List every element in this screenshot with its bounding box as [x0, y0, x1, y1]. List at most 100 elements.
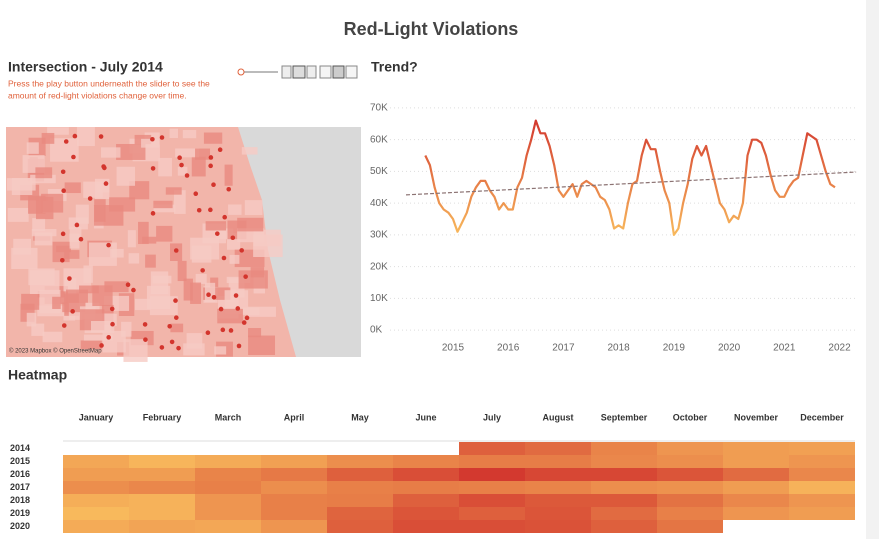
intersection-dot: [177, 155, 182, 160]
map-tract: [101, 147, 121, 158]
map-tract: [183, 278, 193, 301]
heat-cell: [789, 507, 855, 520]
heat-cell: [591, 442, 657, 455]
heat-cell: [657, 442, 723, 455]
map-tract: [244, 200, 263, 216]
heat-cell: [63, 455, 129, 468]
x-tick-label: 2016: [497, 343, 520, 354]
map-tract: [128, 253, 140, 264]
map-instructions: amount of red-light violations change ov…: [8, 90, 187, 100]
heat-cell: [591, 494, 657, 507]
heat-cell: [393, 520, 459, 533]
heat-cell: [327, 481, 393, 494]
speed-button[interactable]: [345, 65, 358, 79]
intersection-dot: [106, 242, 111, 248]
row-label: 2016: [10, 469, 30, 479]
intersection-dot: [200, 268, 205, 273]
map-tract: [217, 308, 243, 324]
heat-cell: [195, 494, 261, 507]
y-tick-label: 0K: [370, 325, 383, 336]
intersection-dot: [110, 321, 115, 327]
speed-button[interactable]: [319, 65, 332, 79]
intersection-dot: [103, 181, 109, 186]
map-tract: [116, 143, 146, 160]
x-tick-label: 2018: [608, 343, 631, 354]
map-tract: [175, 148, 200, 158]
map-tract: [204, 282, 216, 302]
map-tract: [210, 277, 219, 288]
intersection-dot: [211, 294, 217, 300]
heat-cell: [789, 442, 855, 455]
row-label: 2020: [10, 521, 30, 531]
map[interactable]: [6, 127, 361, 362]
intersection-dot: [174, 315, 179, 320]
map-instructions: Press the play button underneath the sli…: [8, 78, 210, 88]
map-tract: [165, 187, 182, 195]
heat-cell: [789, 468, 855, 481]
map-tract: [228, 204, 242, 215]
heat-cell: [525, 468, 591, 481]
heat-cell: [723, 442, 789, 455]
heat-cell: [657, 520, 723, 533]
heat-cell: [459, 468, 525, 481]
heat-cell: [657, 481, 723, 494]
intersection-dot: [206, 292, 211, 298]
map-tract: [42, 331, 63, 343]
intersection-dot: [208, 207, 213, 213]
intersection-dot: [142, 322, 148, 327]
intersection-dot: [60, 257, 65, 263]
intersection-dot: [150, 136, 155, 142]
heat-cell: [591, 468, 657, 481]
dashboard-title: Red-Light Violations: [344, 19, 519, 39]
column-label: January: [79, 412, 114, 422]
heat-cell: [63, 481, 129, 494]
heat-cell: [195, 455, 261, 468]
map-tract: [142, 236, 157, 244]
speed-button[interactable]: [332, 65, 345, 79]
heat-cell: [459, 520, 525, 533]
heat-cell: [591, 520, 657, 533]
heat-cell: [261, 468, 327, 481]
heat-cell: [591, 507, 657, 520]
prev-button[interactable]: [281, 65, 292, 79]
intersection-dot: [217, 147, 223, 153]
map-tract: [203, 132, 223, 144]
intersection-dot: [61, 323, 67, 328]
map-tract: [127, 230, 136, 248]
y-tick-label: 30K: [370, 230, 388, 241]
heat-cell: [63, 468, 129, 481]
heat-cell: [327, 494, 393, 507]
map-tract: [182, 130, 197, 139]
map-tract: [170, 323, 184, 333]
map-tract: [75, 204, 89, 224]
row-label: 2015: [10, 456, 30, 466]
slider-thumb[interactable]: [237, 68, 245, 76]
map-tract: [248, 328, 262, 338]
map-tract: [52, 241, 70, 263]
heat-cell: [195, 520, 261, 533]
y-tick-label: 20K: [370, 261, 388, 272]
map-tract: [145, 254, 156, 268]
scrollbar: [866, 0, 879, 539]
heat-cell: [525, 507, 591, 520]
heat-cell: [393, 455, 459, 468]
next-button[interactable]: [306, 65, 317, 79]
map-tract: [41, 193, 64, 213]
map-tract: [177, 166, 188, 176]
intersection-dot: [150, 211, 156, 216]
intersection-dot: [109, 306, 115, 312]
heat-cell: [261, 494, 327, 507]
intersection-dot: [218, 306, 224, 312]
play-button[interactable]: [292, 65, 306, 79]
map-tract: [138, 221, 149, 245]
intersection-dot: [125, 282, 131, 288]
column-label: February: [143, 412, 182, 422]
heat-cell: [657, 507, 723, 520]
heat-cell: [63, 507, 129, 520]
slider[interactable]: [237, 65, 358, 79]
y-tick-label: 40K: [370, 198, 388, 209]
intersection-dot: [208, 163, 213, 169]
heat-cell: [525, 494, 591, 507]
intersection-dot: [87, 196, 93, 201]
